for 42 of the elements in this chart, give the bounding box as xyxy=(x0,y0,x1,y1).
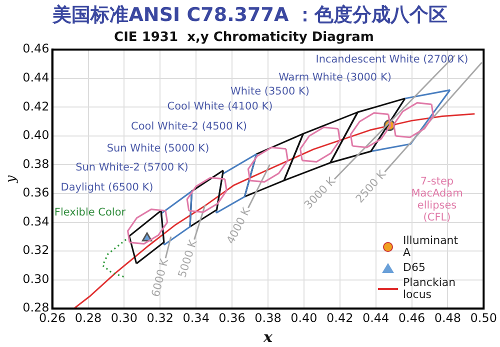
x-tick-label: 0.40 xyxy=(290,310,318,325)
y-tick-label: 0.46 xyxy=(22,42,50,56)
x-tick-label: 0.46 xyxy=(398,310,426,325)
annotation: Flexible Color xyxy=(54,206,126,219)
legend-label: D65 xyxy=(403,261,426,274)
y-tick-label: 0.38 xyxy=(22,156,50,171)
legend-label: Illuminant A xyxy=(403,234,460,259)
text: 5000 K xyxy=(176,238,200,280)
x-tick-label: 0.50 xyxy=(470,310,497,325)
annotation: Daylight (6500 K) xyxy=(60,182,154,194)
x-tick-label: 0.32 xyxy=(146,310,174,325)
x-tick-label: 0.44 xyxy=(362,310,390,325)
y-tick-label: 0.40 xyxy=(22,128,50,142)
y-tick-label: 0.32 xyxy=(22,243,50,258)
chart-title: 美国标准ANSI C78.377A ：色度分成八个区 xyxy=(51,3,448,28)
x-tick-label: 0.38 xyxy=(254,310,282,325)
y-tick-label: 0.36 xyxy=(22,186,50,200)
x-tick-label: 0.36 xyxy=(218,310,246,325)
annotation: Sun White (5000 K) xyxy=(106,142,210,155)
annotation: Incandescent White (2700 K) xyxy=(316,54,468,66)
x-tick-label: 0.28 xyxy=(74,310,102,325)
x-axis-title: x xyxy=(262,328,274,346)
annotation: Warm White (3000 K) xyxy=(278,72,392,84)
text: 4000 K xyxy=(224,204,254,246)
annotation: Sun White-2 (5700 K) xyxy=(76,162,188,174)
y-tick-label: 0.34 xyxy=(22,214,50,228)
y-tick-label: 0.44 xyxy=(22,70,50,85)
annotation: White (3500 K) xyxy=(230,86,310,98)
x-tick-label: 0.26 xyxy=(38,310,66,325)
y-axis-title: y xyxy=(4,174,20,184)
x-tick-label: 0.34 xyxy=(182,310,210,325)
y-tick-label: 0.42 xyxy=(22,99,50,114)
x-tick-label: 0.48 xyxy=(434,310,462,325)
annotation: 7-step MacAdam ellipses (CFL) xyxy=(411,176,463,224)
text: 6000 K xyxy=(148,256,172,298)
annotation: Cool White-2 (4500 K) xyxy=(131,120,247,133)
x-tick-label: 0.42 xyxy=(326,310,354,325)
legend-label: Planckian locus xyxy=(403,276,457,301)
chart-subtitle: CIE 1931 x,y Chromaticity Diagram xyxy=(114,30,374,46)
annotation: Cool White (4100 K) xyxy=(167,100,273,113)
x-tick-label: 0.30 xyxy=(110,310,138,325)
y-tick-label: 0.30 xyxy=(22,272,50,286)
